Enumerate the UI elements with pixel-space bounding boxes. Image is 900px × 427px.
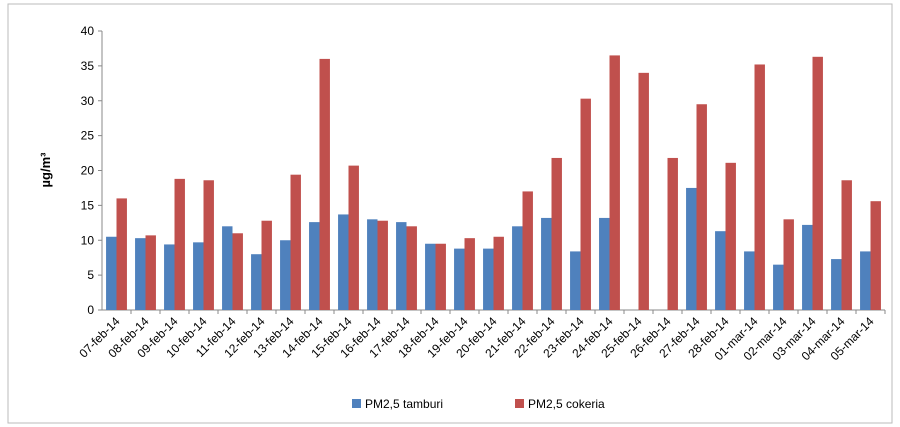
- bar: [280, 240, 291, 310]
- bar: [541, 217, 552, 310]
- bar: [551, 157, 562, 310]
- bar: [464, 238, 475, 310]
- bar: [435, 243, 446, 310]
- bar: [715, 231, 726, 310]
- legend-label: PM2,5 cokeria: [528, 397, 605, 411]
- bar: [106, 236, 117, 310]
- y-axis-title: µg/m³: [38, 152, 53, 188]
- y-tick-label: 30: [81, 94, 95, 108]
- bar: [232, 233, 243, 310]
- bar: [367, 219, 378, 310]
- bar: [396, 222, 407, 310]
- bar: [860, 251, 871, 310]
- bar: [290, 174, 301, 310]
- bar: [348, 165, 359, 310]
- bar: [744, 251, 755, 310]
- bar: [802, 224, 813, 310]
- legend-swatch: [515, 399, 524, 408]
- bar: [377, 220, 388, 310]
- bar: [116, 198, 127, 310]
- y-tick-label: 40: [81, 24, 95, 38]
- bar: [638, 72, 649, 310]
- bar: [812, 56, 823, 311]
- bar: [145, 235, 156, 310]
- y-tick-label: 10: [81, 233, 95, 247]
- bar: [570, 251, 581, 310]
- chart-border: [7, 3, 893, 424]
- bar: [725, 162, 736, 310]
- y-tick-label: 15: [81, 198, 95, 212]
- bar: [251, 254, 262, 310]
- bar: [831, 259, 842, 310]
- bar: [135, 238, 146, 310]
- bar: [193, 242, 204, 310]
- y-tick-label: 25: [81, 129, 95, 143]
- bar: [425, 243, 436, 310]
- bar: [164, 244, 175, 310]
- bar: [773, 264, 784, 310]
- legend-swatch: [352, 399, 361, 408]
- y-tick-label: 20: [81, 164, 95, 178]
- bar: [483, 248, 494, 310]
- y-tick-label: 0: [87, 303, 94, 317]
- bar: [580, 98, 591, 310]
- bar: [841, 180, 852, 310]
- bar: [696, 104, 707, 310]
- bar: [222, 226, 233, 310]
- bar: [319, 58, 330, 311]
- legend-label: PM2,5 tamburi: [365, 397, 443, 411]
- bar: [203, 180, 214, 310]
- bar: [493, 236, 504, 310]
- bar: [261, 220, 272, 310]
- bar: [599, 217, 610, 310]
- bar: [454, 248, 465, 310]
- bar: [609, 55, 620, 310]
- bar: [783, 219, 794, 310]
- bar: [512, 226, 523, 310]
- bar: [338, 214, 349, 310]
- y-tick-label: 5: [87, 268, 94, 282]
- bar: [406, 226, 417, 310]
- bar: [309, 222, 320, 310]
- bar: [870, 201, 881, 310]
- bar: [667, 157, 678, 310]
- bar: [522, 191, 533, 310]
- bar: [754, 64, 765, 310]
- y-tick-label: 35: [81, 59, 95, 73]
- bar: [686, 187, 697, 310]
- bar: [174, 178, 185, 310]
